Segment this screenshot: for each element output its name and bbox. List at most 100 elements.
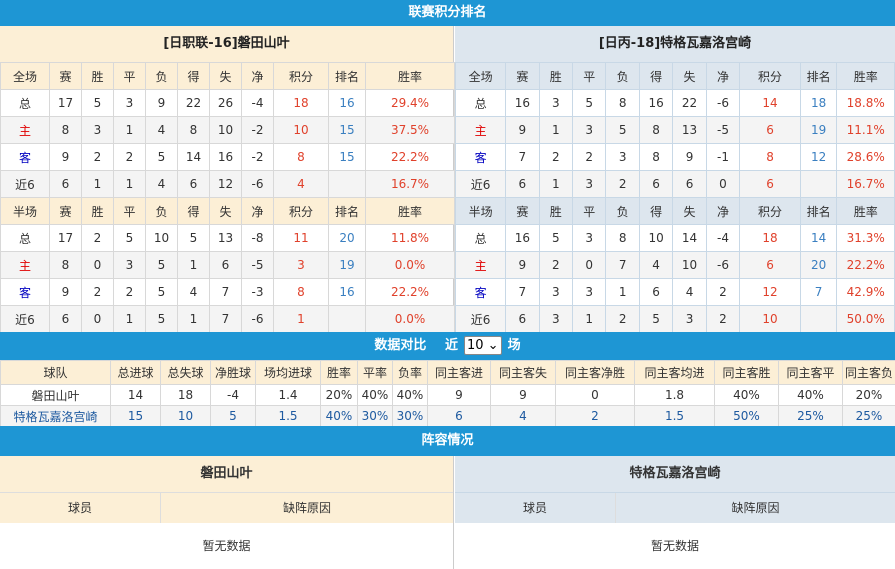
recent-games-select[interactable]: 10 ⌄ (463, 336, 502, 355)
standings-row: 主 8 0 3 5 1 6 -5 3 19 0.0% (0, 251, 455, 279)
cell: 净胜球 (210, 360, 256, 385)
cell: 同主客负 (842, 360, 895, 385)
cell: 5 (145, 143, 178, 171)
cell: 16 (209, 143, 242, 171)
cell: 9 (490, 384, 556, 406)
cell: 胜率 (836, 197, 895, 225)
standings-row: 近6 6 1 3 2 6 6 0 6 16.7% (454, 170, 895, 198)
cell: 1 (605, 278, 640, 306)
cell: 1 (572, 305, 607, 333)
cell: -5 (705, 116, 741, 144)
cell: 失 (672, 197, 707, 225)
standings-title: 联赛积分排名 (0, 0, 895, 26)
chevron-down-icon: ⌄ (487, 338, 499, 353)
cell: 1 (113, 305, 146, 333)
cell: 半场 (0, 197, 50, 225)
cell: -6 (705, 89, 741, 117)
cell: 近6 (0, 170, 50, 198)
cell: 19 (328, 251, 366, 279)
cell: 得 (177, 62, 210, 90)
cell: 14 (177, 143, 210, 171)
cell: 10 (638, 224, 674, 252)
cell: 7 (209, 278, 242, 306)
cell: -1 (705, 143, 741, 171)
cell: 主 (0, 116, 50, 144)
cell: 40% (778, 384, 843, 406)
cell: 5 (113, 224, 146, 252)
cell: 负 (145, 62, 178, 90)
cell: 1 (177, 305, 210, 333)
cell: 负 (605, 62, 640, 90)
cell: 10 (160, 405, 211, 427)
cell: 0 (705, 170, 741, 198)
cell: 总进球 (110, 360, 161, 385)
cell: 8 (739, 143, 801, 171)
cell: 胜 (538, 62, 574, 90)
cell: 得 (177, 197, 210, 225)
full-header-row: 全场赛胜平负得失净积分 排名 胜率 (454, 62, 895, 90)
cell (328, 170, 366, 198)
cell: 4 (273, 170, 329, 198)
cell: 8 (177, 116, 210, 144)
cell: 3 (572, 278, 607, 306)
cell: 6 (177, 170, 210, 198)
cell: -3 (241, 278, 274, 306)
cell: 2 (555, 405, 635, 427)
cell: 失 (209, 197, 242, 225)
cell: 16.7% (365, 170, 455, 198)
cell: 50.0% (836, 305, 895, 333)
cell: 2 (81, 143, 114, 171)
cell: 22.2% (365, 143, 455, 171)
cell: 10 (672, 251, 707, 279)
cell: -6 (705, 251, 741, 279)
cell: 3 (538, 305, 574, 333)
cell: 18 (739, 224, 801, 252)
cell: 2 (538, 143, 574, 171)
recent-prefix: 近 (444, 338, 458, 353)
cell: 2 (572, 143, 607, 171)
cell: 5 (81, 89, 114, 117)
home-lineup-team: 磐田山叶 (0, 456, 453, 492)
cell: 13 (672, 116, 707, 144)
cell: 0.0% (365, 251, 455, 279)
standings-row: 主 8 3 1 4 8 10 -2 10 15 37.5% (0, 116, 455, 144)
cell: 同主客净胜 (555, 360, 635, 385)
cell: 全场 (0, 62, 50, 90)
cell: 16 (638, 89, 674, 117)
standings-row: 总 17 2 5 10 5 13 -8 11 20 11.8% (0, 224, 455, 252)
cell: 总 (0, 89, 50, 117)
cell: 同主客失 (490, 360, 556, 385)
cell: 3 (113, 251, 146, 279)
cell: 2 (705, 305, 741, 333)
cell: 2 (705, 278, 741, 306)
cell: 1 (538, 170, 574, 198)
cell[interactable]: 特格瓦嘉洛宫崎 (0, 405, 111, 427)
cell: 总 (454, 224, 507, 252)
cell: 得 (638, 62, 674, 90)
cell: 近6 (0, 305, 50, 333)
cell: 5 (145, 305, 178, 333)
cell: 14 (110, 384, 161, 406)
cell: 总失球 (160, 360, 211, 385)
cell: 5 (210, 405, 256, 427)
cell: 8 (638, 116, 674, 144)
cell: 8 (605, 224, 640, 252)
cell: 主 (0, 251, 50, 279)
cell: 排名 (328, 62, 366, 90)
cell: 负率 (392, 360, 428, 385)
cell: 4 (672, 278, 707, 306)
cell: 10 (145, 224, 178, 252)
cell: 28.6% (836, 143, 895, 171)
cell: 平率 (357, 360, 393, 385)
cell: 赛 (505, 62, 540, 90)
cell: 1 (81, 170, 114, 198)
cell: 1 (538, 116, 574, 144)
standings-row: 近6 6 3 1 2 5 3 2 10 50.0% (454, 305, 895, 333)
cell: 胜率 (836, 62, 895, 90)
cell: 1 (177, 251, 210, 279)
cell: -4 (210, 384, 256, 406)
cell: 14 (739, 89, 801, 117)
cell: 25% (778, 405, 843, 427)
cell: 10 (739, 305, 801, 333)
cell: 净 (241, 197, 274, 225)
